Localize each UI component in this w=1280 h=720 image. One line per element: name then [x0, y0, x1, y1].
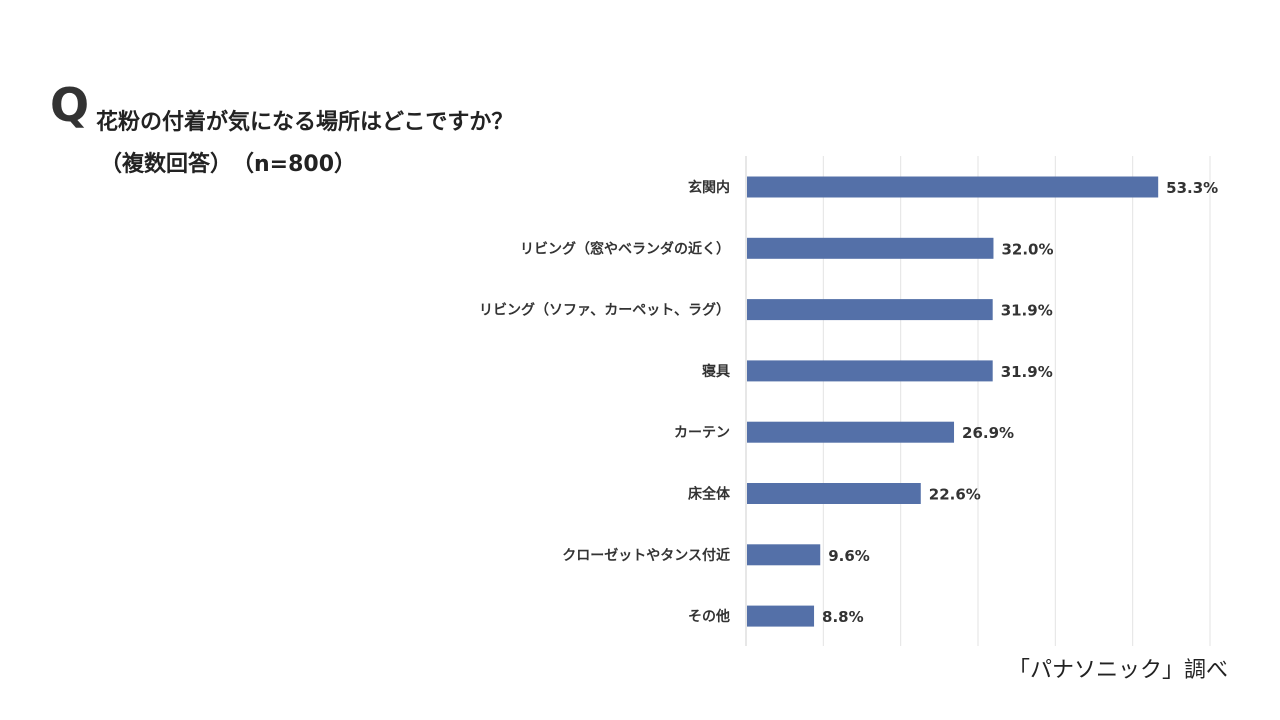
- question-mark-letter: Q: [50, 78, 90, 132]
- category-label: カーテン: [674, 425, 730, 441]
- category-label: リビング（窓やベランダの近く）: [520, 240, 730, 257]
- question-subtitle: （複数回答） （n=800）: [100, 152, 357, 177]
- bar: [747, 176, 1159, 198]
- category-label: 寝具: [702, 363, 730, 380]
- bar: [747, 360, 993, 382]
- value-label: 31.9%: [1001, 302, 1053, 320]
- category-label: 床全体: [688, 486, 731, 503]
- chart-value-labels: 53.3% 32.0% 31.9% 31.9% 26.9% 22.6% 9.6% 8.8%: [822, 179, 1218, 626]
- value-label: 22.6%: [929, 486, 981, 504]
- category-label: その他: [688, 608, 730, 625]
- source-credit: 「パナソニック」調べ: [1007, 658, 1228, 683]
- bar: [747, 483, 921, 504]
- bar: [747, 544, 821, 566]
- value-label: 26.9%: [962, 424, 1014, 442]
- bar: [747, 237, 994, 259]
- value-label: 32.0%: [1001, 240, 1053, 258]
- bar: [747, 605, 815, 627]
- bar: [747, 299, 993, 321]
- category-label: クローゼットやタンス付近: [562, 547, 730, 564]
- value-label: 9.6%: [828, 547, 870, 565]
- value-label: 31.9%: [1001, 363, 1053, 381]
- category-label: リビング（ソファ、カーペット、ラグ）: [479, 302, 730, 319]
- question-text: 花粉の付着が気になる場所はどこですか？: [96, 110, 514, 135]
- value-label: 53.3%: [1166, 179, 1218, 197]
- value-label: 8.8%: [822, 608, 864, 626]
- chart-gridlines: [745, 156, 1211, 646]
- category-label: 玄関内: [688, 179, 730, 196]
- bar: [747, 421, 955, 443]
- chart-bars: [747, 176, 1159, 627]
